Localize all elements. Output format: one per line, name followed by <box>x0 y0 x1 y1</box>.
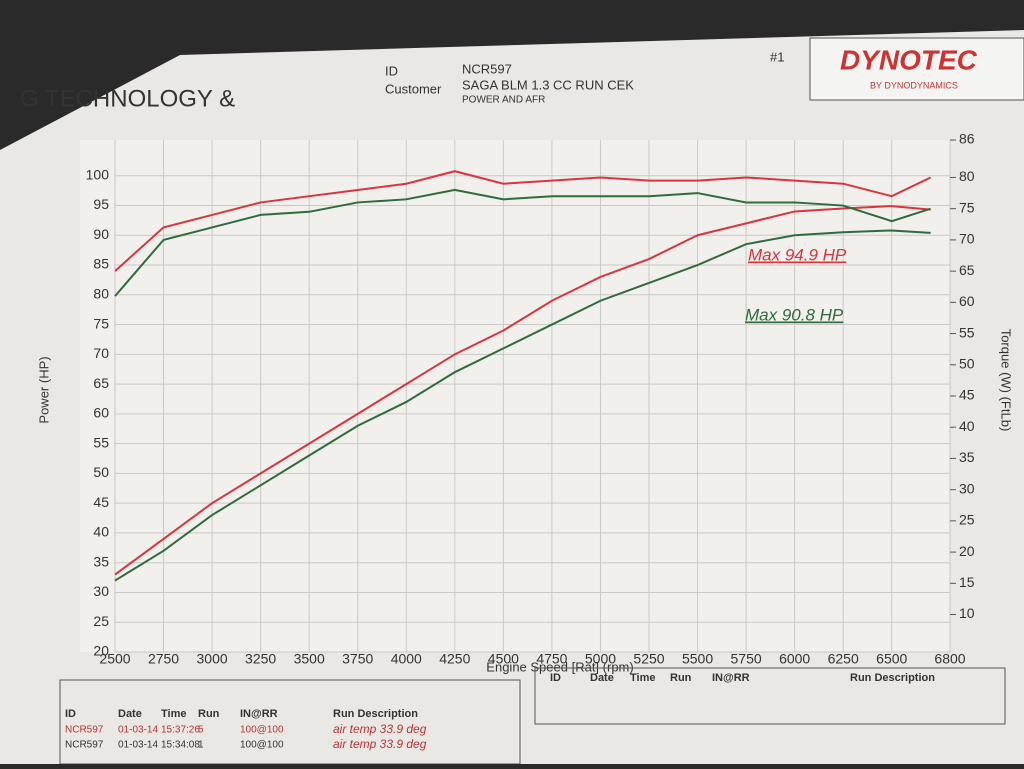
table-cell: 100@100 <box>240 740 284 751</box>
table-header: Time <box>630 672 655 684</box>
y-tick-label: 100 <box>86 166 110 182</box>
logo: DYNOTEC <box>840 44 978 75</box>
x-tick-label: 6500 <box>876 651 907 667</box>
y-tick-label: 95 <box>93 196 109 212</box>
y-tick-label: 35 <box>93 553 109 569</box>
table-header: Time <box>161 708 186 720</box>
y-tick-label: 65 <box>93 375 109 391</box>
table-header: ID <box>550 672 561 684</box>
table-cell: 15:34:08 <box>161 740 200 751</box>
y2-tick-label: 55 <box>959 324 975 340</box>
y2-tick-label: 10 <box>959 605 975 621</box>
customer: SAGA BLM 1.3 CC RUN CEK <box>462 77 634 92</box>
sheet-number: #1 <box>770 49 784 64</box>
y-tick-label: 60 <box>93 405 109 421</box>
y2-tick-label: 65 <box>959 262 975 278</box>
y2-tick-label: 60 <box>959 293 975 309</box>
y-tick-label: 55 <box>93 434 109 450</box>
y2-tick-label: 70 <box>959 231 975 247</box>
x-tick-label: 2750 <box>148 651 179 667</box>
chart: 2500 2750 3000 3250 3500 3750 4000 4250 4500 4750… <box>86 131 975 667</box>
x-tick-label: 3750 <box>342 651 373 667</box>
y-tick-label: 30 <box>93 583 109 599</box>
x-tick-label: 6800 <box>934 651 965 667</box>
series-line <box>114 205 931 576</box>
x-tick-label: 4500 <box>488 651 519 667</box>
table-cell: NCR597 <box>65 725 104 736</box>
y2-tick-label: 35 <box>959 449 975 465</box>
table-cell: 5 <box>198 725 204 736</box>
y-tick-label: 70 <box>93 345 109 361</box>
y-tick-label: 50 <box>93 464 109 480</box>
y2-tick-label: 40 <box>959 418 975 434</box>
y-tick-label: 80 <box>93 285 109 301</box>
table-header: Run Description <box>850 672 935 684</box>
x-tick-label: 6250 <box>828 651 859 667</box>
table-header: Date <box>118 708 142 720</box>
table-cell: air temp 33.9 deg <box>333 722 427 736</box>
x-tick-label: 5500 <box>682 651 713 667</box>
y2-tick-label: 86 <box>959 131 975 147</box>
series-line <box>114 229 931 582</box>
series-line <box>114 188 931 297</box>
tables: ID Date Time Run IN@RR Run Description NCR597 0… <box>65 672 935 751</box>
y2-tick-label: 50 <box>959 355 975 371</box>
y-axis-title: Power (HP) <box>36 356 51 423</box>
y-tick-label: 40 <box>93 524 109 540</box>
table-header: Run Description <box>333 708 418 720</box>
y-tick-label: 85 <box>93 256 109 272</box>
table-cell: 01-03-14 <box>118 740 158 751</box>
y2-tick-label: 25 <box>959 512 975 528</box>
customer-line2: POWER AND AFR <box>462 95 545 106</box>
y-tick-label: 75 <box>93 315 109 331</box>
y2-tick-label: 80 <box>959 168 975 184</box>
x-tick-label: 5000 <box>585 651 616 667</box>
table-cell: 15:37:26 <box>161 725 200 736</box>
table-cell: NCR597 <box>65 740 104 751</box>
logo-sub: BY DYNODYNAMICS <box>870 80 958 90</box>
x-tick-label: 2500 <box>99 651 130 667</box>
table-cell: 01-03-14 <box>118 725 158 736</box>
plot-area <box>80 140 950 652</box>
table-header: Run <box>670 672 692 684</box>
y2-tick-label: 20 <box>959 543 975 559</box>
x-tick-label: 4250 <box>439 651 470 667</box>
y-tick-label: 90 <box>93 226 109 242</box>
y2-axis-title: Torque (W) (FtLb) <box>999 329 1014 432</box>
table-header: Date <box>590 672 614 684</box>
y2-tick-label: 75 <box>959 199 975 215</box>
y2-tick-label: 15 <box>959 574 975 590</box>
annotation: Max 90.8 HP <box>745 305 844 324</box>
x-axis-title: Engine Speed [Rat] (rpm) <box>486 659 633 674</box>
table-cell: 100@100 <box>240 725 284 736</box>
y2-tick-label: 30 <box>959 480 975 496</box>
x-tick-label: 5750 <box>731 651 762 667</box>
x-tick-label: 4750 <box>536 651 567 667</box>
series-line <box>114 170 932 272</box>
x-tick-label: 5250 <box>633 651 664 667</box>
x-tick-label: 6000 <box>779 651 810 667</box>
run-table-2 <box>534 667 1006 725</box>
x-tick-label: 3000 <box>197 651 228 667</box>
table-header: ID <box>65 708 76 720</box>
table-cell: 1 <box>198 740 204 751</box>
table-header: IN@RR <box>240 708 278 720</box>
y-tick-label: 20 <box>93 643 109 659</box>
annotation: Max 94.9 HP <box>748 245 847 264</box>
id: NCR597 <box>462 61 512 76</box>
y-tick-label: 45 <box>93 494 109 510</box>
company: G TECHNOLOGY & <box>20 85 235 112</box>
logo-box <box>809 37 1024 101</box>
table-header: IN@RR <box>712 672 750 684</box>
id-label: ID <box>385 63 398 78</box>
y2-tick-label: 45 <box>959 387 975 403</box>
x-tick-label: 4000 <box>391 651 422 667</box>
y-tick-label: 25 <box>93 613 109 629</box>
table-header: Run <box>198 708 220 720</box>
x-tick-label: 3500 <box>294 651 325 667</box>
table-cell: air temp 33.9 deg <box>333 737 427 751</box>
customer-label: Customer <box>385 81 442 96</box>
x-tick-label: 3250 <box>245 651 276 667</box>
